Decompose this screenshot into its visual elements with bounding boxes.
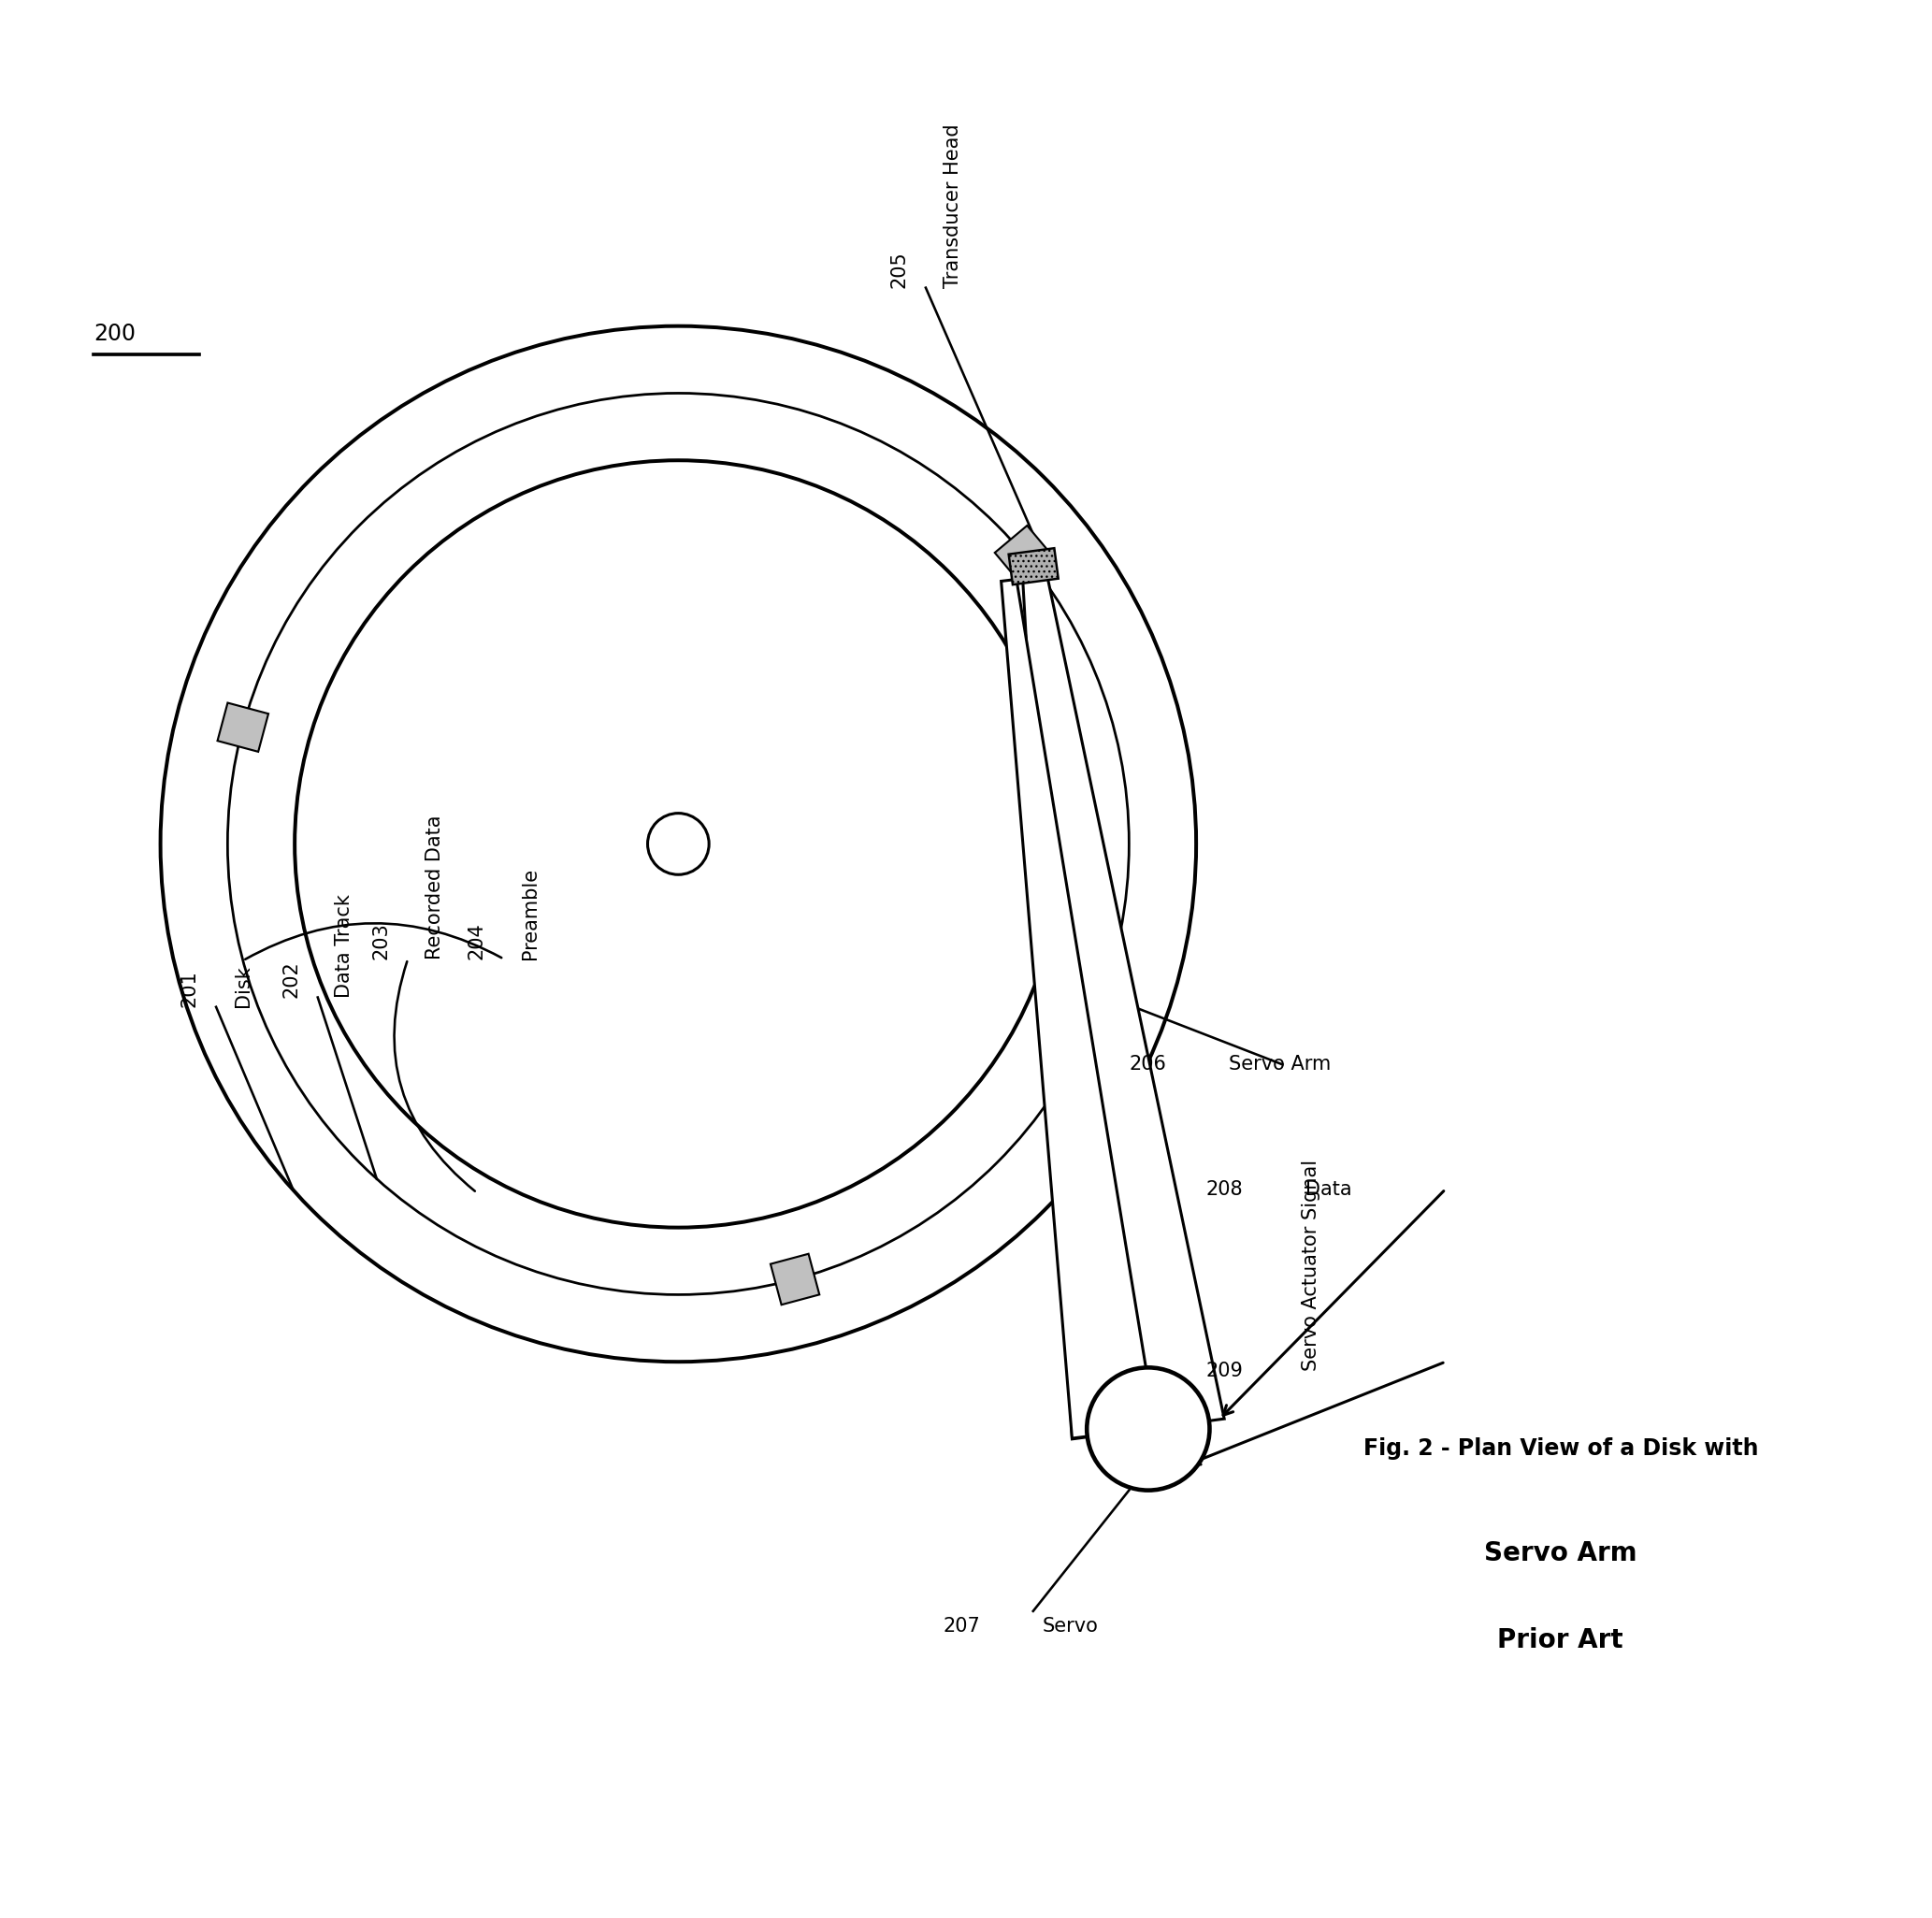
Text: 208: 208 bbox=[1206, 1180, 1242, 1199]
Text: 200: 200 bbox=[93, 322, 135, 345]
Text: 207: 207 bbox=[943, 1617, 980, 1636]
Polygon shape bbox=[1009, 549, 1059, 585]
Polygon shape bbox=[218, 702, 269, 752]
Text: Preamble: Preamble bbox=[522, 867, 539, 959]
Polygon shape bbox=[995, 526, 1053, 583]
Text: 202: 202 bbox=[282, 961, 299, 997]
Text: 209: 209 bbox=[1206, 1362, 1242, 1381]
Text: Recorded Data: Recorded Data bbox=[425, 815, 444, 959]
Text: Transducer Head: Transducer Head bbox=[943, 123, 962, 288]
Text: Data: Data bbox=[1306, 1180, 1352, 1199]
Text: Servo: Servo bbox=[1043, 1617, 1099, 1636]
Text: Prior Art: Prior Art bbox=[1497, 1626, 1623, 1653]
Text: 203: 203 bbox=[371, 923, 390, 959]
Circle shape bbox=[1088, 1368, 1209, 1490]
Text: Data Track: Data Track bbox=[336, 894, 354, 997]
Text: 205: 205 bbox=[889, 251, 908, 288]
Text: Disk: Disk bbox=[234, 965, 253, 1007]
Text: Servo Arm: Servo Arm bbox=[1484, 1540, 1636, 1567]
Text: 204: 204 bbox=[468, 923, 487, 959]
Polygon shape bbox=[1001, 579, 1155, 1438]
Text: 201: 201 bbox=[180, 971, 199, 1007]
Text: 206: 206 bbox=[1128, 1055, 1167, 1074]
Text: Servo Arm: Servo Arm bbox=[1229, 1055, 1331, 1074]
Text: Fig. 2 - Plan View of a Disk with: Fig. 2 - Plan View of a Disk with bbox=[1362, 1437, 1758, 1460]
Text: Servo Actuator Signal: Servo Actuator Signal bbox=[1302, 1160, 1321, 1371]
Polygon shape bbox=[771, 1254, 819, 1304]
Polygon shape bbox=[1022, 566, 1225, 1438]
